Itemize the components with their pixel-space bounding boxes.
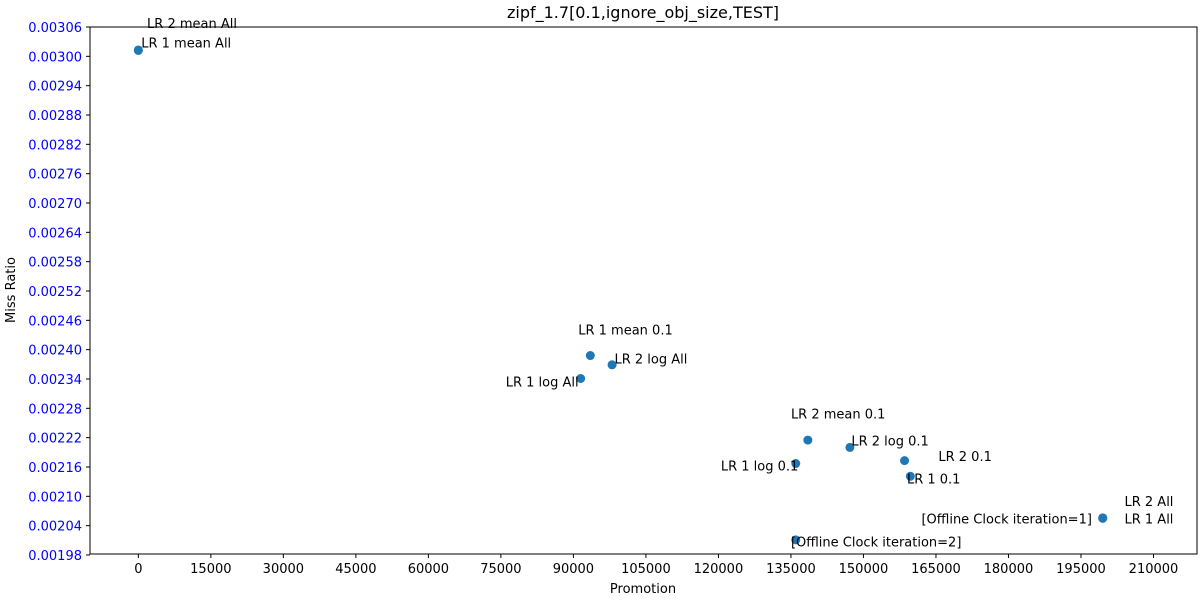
y-tick-label: 0.00270	[28, 197, 82, 212]
y-axis: 0.00198 0.00204 0.00210 0.00216 0.00222 0.002…	[28, 21, 90, 564]
point-annotation: LR 2 log 0.1	[851, 434, 928, 449]
data-point	[905, 471, 915, 481]
point-annotation: LR 1 All	[1124, 513, 1173, 528]
y-tick-label: 0.00246	[28, 314, 82, 329]
x-tick-label: 195000	[1056, 562, 1106, 577]
x-tick-label: 165000	[911, 562, 961, 577]
data-point	[576, 373, 586, 383]
x-axis-label: Promotion	[610, 582, 676, 597]
x-tick-label: 15000	[190, 562, 231, 577]
y-tick-label: 0.00276	[28, 168, 82, 183]
data-point	[791, 459, 801, 469]
data-point	[845, 442, 855, 452]
data-point	[900, 456, 910, 466]
chart-title: zipf_1.7[0.1,ignore_obj_size,TEST]	[507, 3, 779, 23]
x-tick-label: 120000	[694, 562, 744, 577]
x-tick-label: 135000	[766, 562, 816, 577]
x-tick-label: 30000	[263, 562, 304, 577]
plot-frame	[89, 26, 1198, 555]
y-tick-label: 0.00222	[28, 432, 82, 447]
y-tick-label: 0.00204	[28, 520, 82, 535]
y-tick-label: 0.00216	[28, 461, 82, 476]
y-tick-label: 0.00258	[28, 256, 82, 271]
x-tick-label: 60000	[408, 562, 449, 577]
data-point	[133, 45, 143, 55]
x-tick-label: 150000	[839, 562, 889, 577]
x-tick-label: 180000	[984, 562, 1034, 577]
y-tick-label: 0.00264	[28, 226, 82, 241]
y-tick-label: 0.00282	[28, 138, 82, 153]
y-tick-label: 0.00288	[28, 109, 82, 124]
point-annotation: LR 2 log All	[614, 352, 687, 367]
x-tick-label: 45000	[335, 562, 376, 577]
data-point	[803, 435, 813, 445]
y-tick-label: 0.00210	[28, 490, 82, 505]
y-tick-label: 0.00234	[28, 373, 82, 388]
point-annotation: LR 1 log All	[506, 375, 579, 390]
x-axis: 0 15000 30000 45000 60000 75000 90000 105000 120…	[134, 554, 1178, 577]
y-tick-label: 0.00240	[28, 344, 82, 359]
data-point	[1098, 513, 1108, 523]
point-annotation: LR 1 log 0.1	[721, 459, 798, 474]
x-tick-label: 75000	[480, 562, 521, 577]
data-points	[133, 45, 1108, 545]
point-annotation: LR 2 mean 0.1	[791, 408, 886, 423]
point-annotation: LR 2 All	[1124, 495, 1173, 510]
point-annotation: [Offline Clock iteration=1]	[921, 513, 1091, 528]
x-tick-label: 105000	[621, 562, 671, 577]
y-tick-label: 0.00228	[28, 402, 82, 417]
y-tick-label: 0.00306	[28, 21, 82, 36]
point-annotation: LR 1 0.1	[907, 473, 961, 488]
y-tick-label: 0.00294	[28, 80, 82, 95]
y-tick-label: 0.00252	[28, 285, 82, 300]
data-point	[607, 360, 617, 370]
x-tick-label: 90000	[553, 562, 594, 577]
point-annotation: LR 1 mean All	[141, 37, 231, 52]
y-tick-label: 0.00198	[28, 549, 82, 564]
point-annotation: [Offline Clock iteration=2]	[791, 536, 961, 551]
point-annotation: LR 2 0.1	[938, 450, 992, 465]
data-point	[791, 535, 801, 545]
point-annotations: LR 2 mean All LR 1 mean All LR 1 mean 0.1 L…	[141, 17, 1173, 551]
data-point	[585, 351, 595, 361]
y-axis-label: Miss Ratio	[4, 257, 19, 323]
x-tick-label: 0	[134, 562, 142, 577]
point-annotation: LR 1 mean 0.1	[578, 323, 673, 338]
x-tick-label: 210000	[1129, 562, 1179, 577]
y-tick-label: 0.00300	[28, 50, 82, 65]
point-annotation: LR 2 mean All	[147, 17, 237, 32]
